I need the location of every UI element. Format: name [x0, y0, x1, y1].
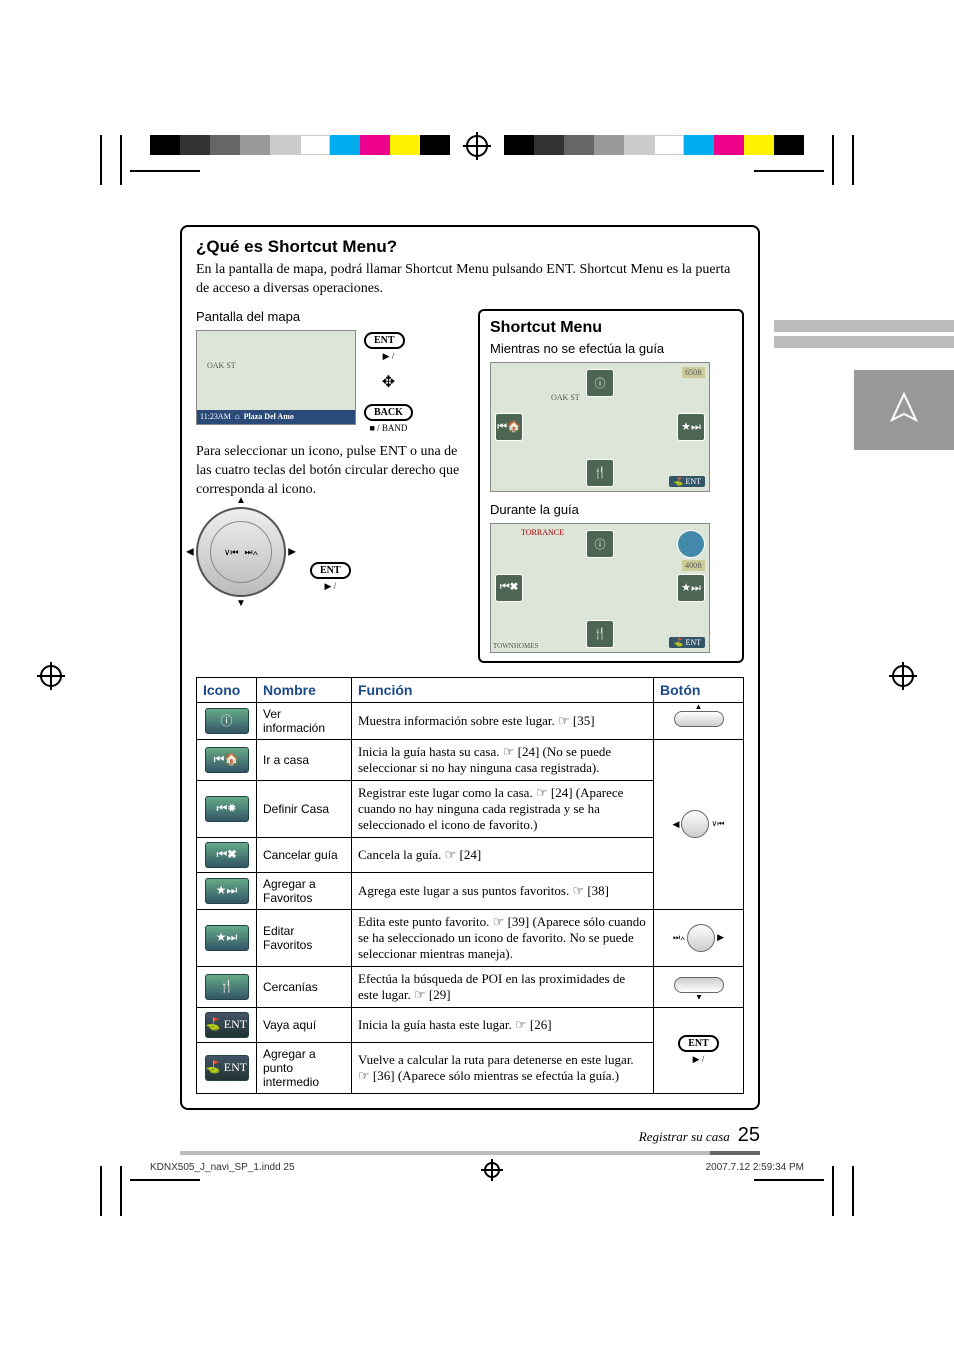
ent-button[interactable]: ENT: [364, 332, 405, 349]
page-footer: Registrar su casa 25: [180, 1124, 760, 1147]
shortcut-menu-box: Shortcut Menu Mientras no se efectúa la …: [478, 309, 744, 663]
page-content: ¿Qué es Shortcut Menu? En la pantalla de…: [180, 225, 760, 1155]
map-label: Pantalla del mapa: [196, 309, 466, 324]
fav-icon-2: ★⏭: [677, 574, 705, 602]
section-tabs: [774, 320, 954, 352]
icon-table: Icono Nombre Función Botón ⓘ Ver informa…: [196, 677, 744, 1094]
btn-left-cell: ◀ ∨⏮: [654, 739, 744, 909]
during-guide-label: Durante la guía: [490, 502, 732, 517]
btn-right-icon: ⏭∧ ▶: [673, 924, 724, 952]
cancel-icon: ⏮✖: [495, 574, 523, 602]
registration-mark-left: [40, 665, 62, 687]
th-funcion: Función: [352, 677, 654, 702]
print-marks-bottom: [0, 1156, 954, 1216]
poi-icon: 🍴: [586, 459, 614, 487]
home-icon: ⏮🏠: [495, 413, 523, 441]
shortcut-title: Shortcut Menu: [490, 319, 732, 337]
map-screenshot: OAK ST 11:23AM ⌂ Plaza Del Amo: [196, 330, 356, 425]
nav-arrow-tab: [854, 370, 954, 450]
dpad-icon: ✥: [364, 372, 413, 392]
ent-tag: ⛳ ENT: [669, 476, 705, 487]
color-bar-right: [504, 135, 804, 155]
table-row: ⓘ Ver información Muestra información so…: [197, 702, 744, 739]
info-icon: ⓘ: [586, 369, 614, 397]
row-icon: ★⏭: [205, 925, 249, 951]
row-icon: ★⏭: [205, 878, 249, 904]
row-icon: ⏮✸: [205, 796, 249, 822]
row-icon: ⏮✖: [205, 842, 249, 868]
page-number: 25: [738, 1124, 760, 1147]
route-circle-icon: [677, 530, 705, 558]
table-row: 🍴 Cercanías Efectúa la búsqueda de POI e…: [197, 966, 744, 1007]
row-icon: ⛳ ENT: [205, 1012, 249, 1038]
ent-button-table[interactable]: ENT: [678, 1035, 719, 1052]
row-icon: ⓘ: [205, 708, 249, 734]
th-nombre: Nombre: [257, 677, 352, 702]
left-column: Pantalla del mapa OAK ST 11:23AM ⌂ Plaza…: [196, 309, 466, 663]
btn-up-icon: [674, 711, 724, 727]
table-row: ⛳ ENT Vaya aquí Inicia la guía hasta est…: [197, 1007, 744, 1042]
row-icon: ⏮🏠: [205, 747, 249, 773]
section-intro: En la pantalla de mapa, podrá llamar Sho…: [196, 261, 744, 299]
btn-left-icon: ◀ ∨⏮: [673, 810, 725, 838]
fav-icon: ★⏭: [677, 413, 705, 441]
registration-mark-top: [466, 135, 488, 157]
row-icon: 🍴: [205, 974, 249, 1000]
main-box: ¿Qué es Shortcut Menu? En la pantalla de…: [180, 225, 760, 1110]
color-bar-left: [150, 135, 450, 155]
row-icon: ⛳ ENT: [205, 1055, 249, 1081]
shortcut-map-1: ⓘ ⏮🏠 ★⏭ 🍴 650ft OAK ST ⛳ ENT: [490, 362, 710, 492]
shortcut-map-2: TORRANCE ⓘ ⏮✖ ★⏭ 🍴 400ft TOWNHOMES ⛳ ENT: [490, 523, 710, 653]
registration-mark-right: [892, 665, 914, 687]
button-stack: ENT ▶ / ✥ BACK ■ / BAND: [364, 330, 413, 433]
th-icono: Icono: [197, 677, 257, 702]
btn-ent-cell: ENT ▶ /: [654, 1007, 744, 1093]
back-button[interactable]: BACK: [364, 404, 413, 421]
footer-rule: [180, 1151, 760, 1155]
ent-tag-2: ⛳ ENT: [669, 637, 705, 648]
poi-icon-2: 🍴: [586, 620, 614, 648]
btn-right-cell: ⏭∧ ▶: [654, 909, 744, 966]
section-title: ¿Qué es Shortcut Menu?: [196, 237, 744, 257]
dial-control[interactable]: ◀▶ ∨⏮⏭∧: [196, 507, 286, 597]
btn-down-icon: [674, 977, 724, 993]
ent-button-2[interactable]: ENT: [310, 562, 351, 579]
table-row: ★⏭ Editar Favoritos Edita este punto fav…: [197, 909, 744, 966]
th-boton: Botón: [654, 677, 744, 702]
footer-section: Registrar su casa: [639, 1129, 730, 1145]
select-text: Para seleccionar un icono, pulse ENT o u…: [196, 443, 466, 500]
no-guide-label: Mientras no se efectúa la guía: [490, 341, 732, 356]
print-marks-top: [0, 135, 954, 195]
table-row: ⏮🏠 Ir a casa Inicia la guía hasta su cas…: [197, 739, 744, 780]
info-icon-2: ⓘ: [586, 530, 614, 558]
